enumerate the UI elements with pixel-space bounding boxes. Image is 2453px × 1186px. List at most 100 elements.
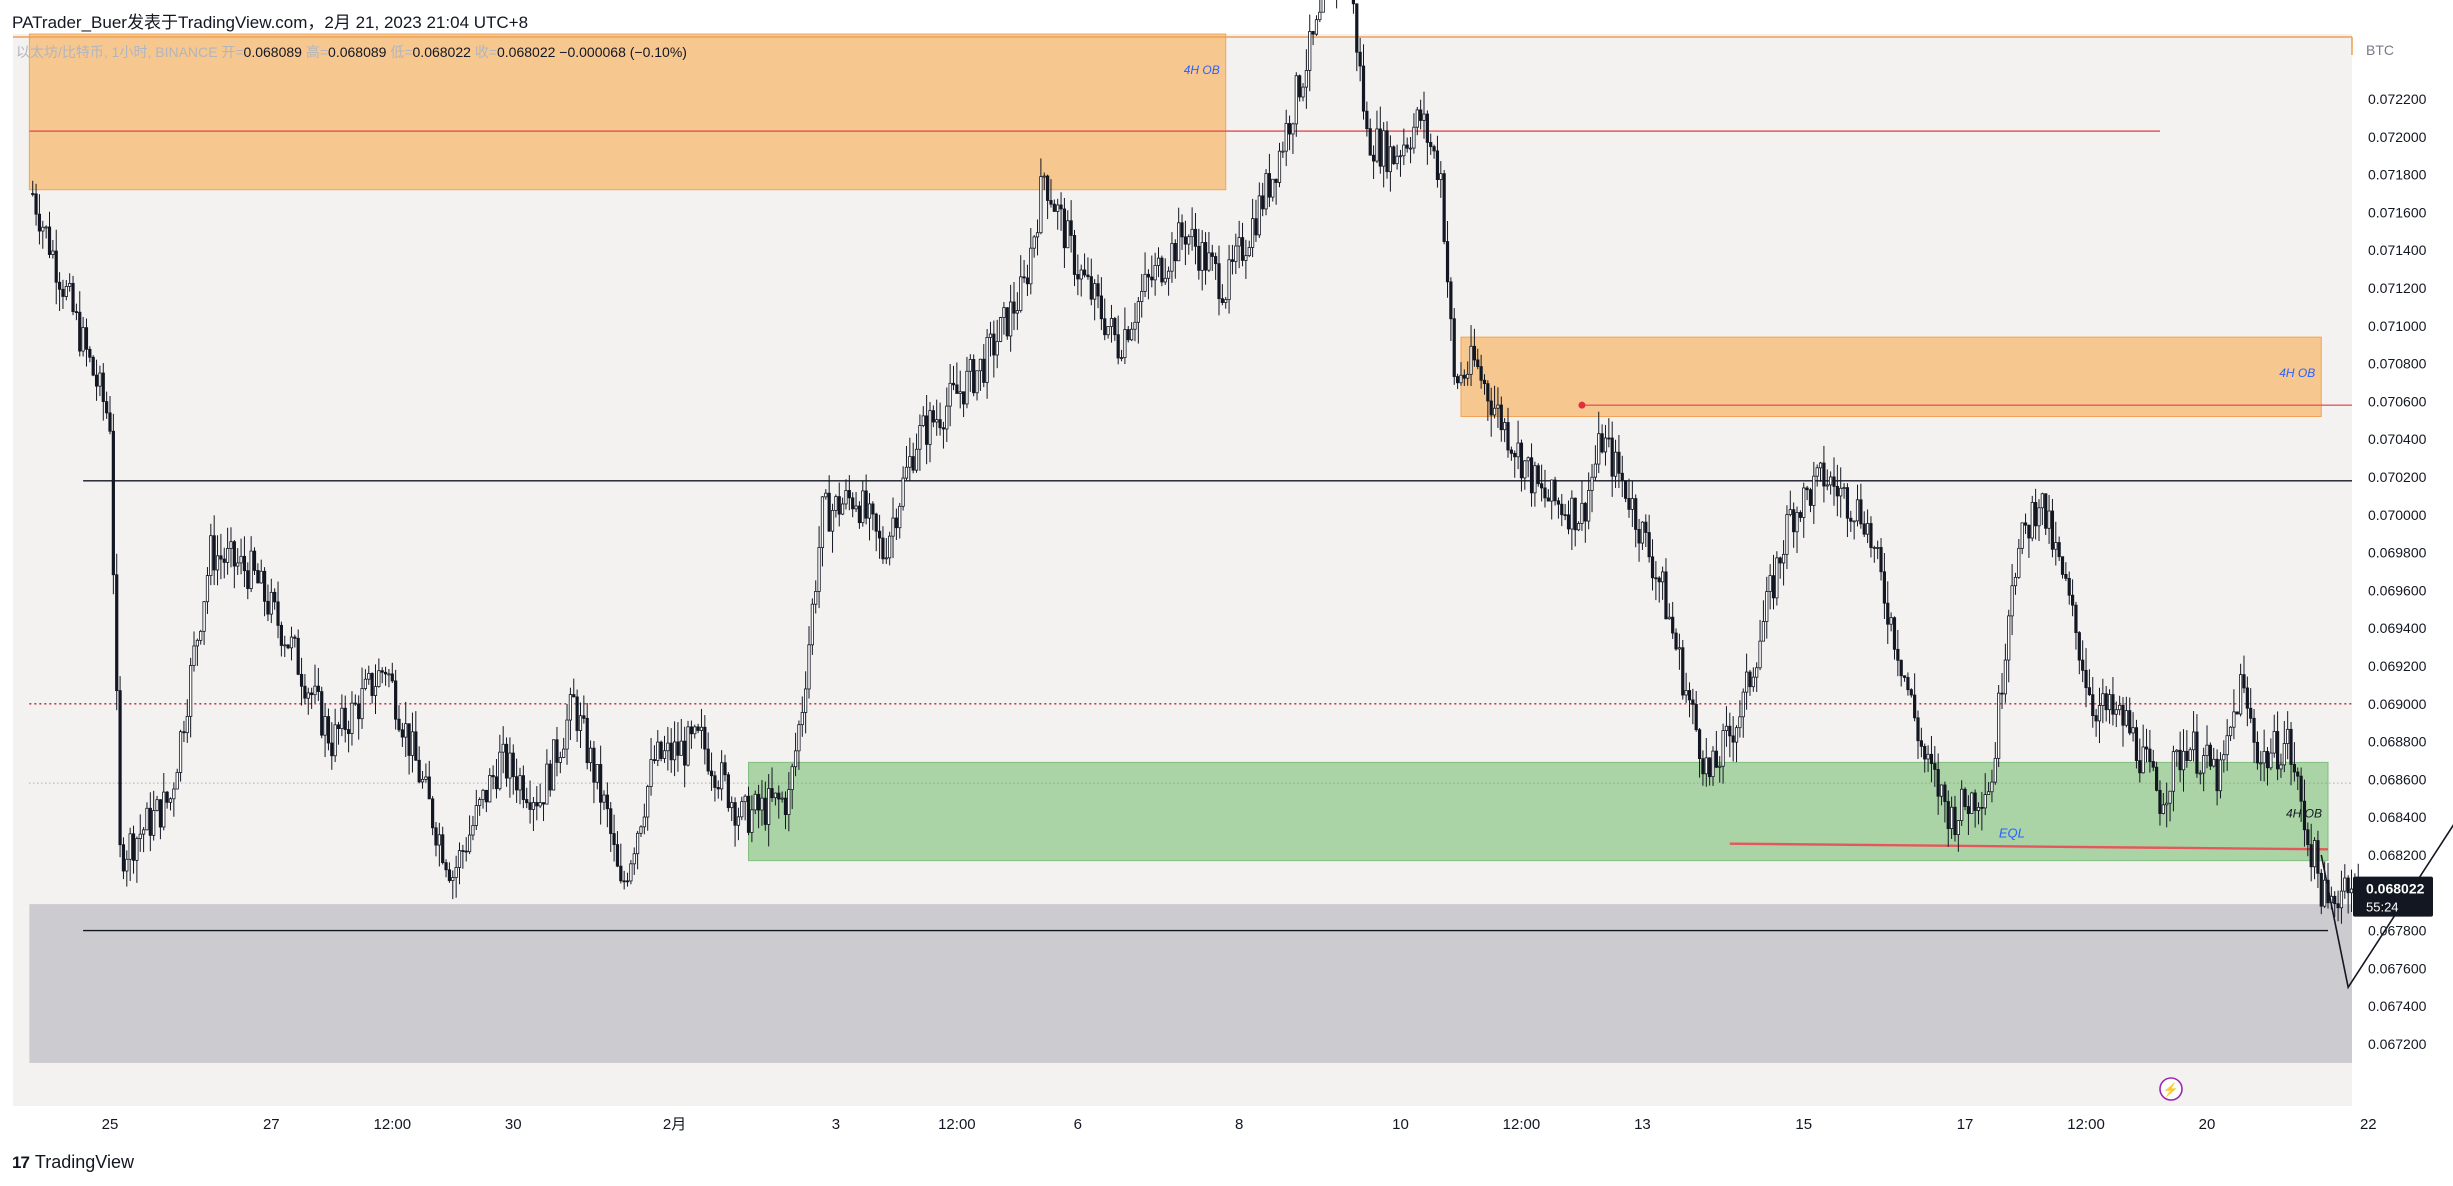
price-tick-label: 0.071600	[2368, 204, 2427, 220]
candle-body	[1472, 345, 1477, 361]
candle-body	[1795, 512, 1799, 533]
candle-body	[1183, 236, 1187, 245]
candle-body	[478, 799, 482, 806]
candle-body	[1079, 269, 1083, 280]
candle-body	[1166, 270, 1171, 279]
candle-body	[1388, 146, 1392, 173]
candle-body	[888, 535, 892, 559]
candle-body	[1913, 694, 1917, 719]
candle-body	[209, 535, 213, 576]
candle-body	[2064, 574, 2068, 579]
candle-body	[333, 724, 337, 757]
candle-body	[373, 686, 378, 696]
candle-body	[1230, 259, 1235, 262]
candle-body	[1560, 503, 1564, 516]
candle-body	[2118, 704, 2122, 711]
candle-body	[669, 742, 673, 761]
candle-body	[1009, 301, 1013, 337]
candle-body	[370, 673, 374, 696]
candle-body	[1950, 806, 1954, 829]
candle-body	[1395, 155, 1399, 165]
candle-body	[2215, 758, 2219, 792]
candle-body	[1456, 376, 1460, 384]
candle-body	[1704, 757, 1708, 775]
candle-body	[568, 694, 573, 721]
candle-body	[982, 358, 986, 383]
candle-body	[145, 807, 149, 831]
candles-group	[31, 0, 2360, 924]
candle-body	[1136, 301, 1140, 323]
candle-body	[1781, 553, 1786, 564]
candle-body	[807, 644, 811, 690]
candle-body	[219, 555, 223, 560]
level-anchor-dot	[1578, 401, 1586, 409]
candle-body	[1469, 345, 1473, 375]
candle-body	[1768, 575, 1772, 592]
candle-body	[205, 575, 210, 603]
time-tick-label: 25	[102, 1116, 119, 1133]
candle-body	[1862, 523, 1866, 535]
candle-body	[390, 673, 394, 682]
candle-body	[1765, 591, 1769, 622]
price-axis[interactable]	[2353, 34, 2453, 1106]
candle-body	[101, 372, 105, 402]
candle-body	[2178, 749, 2182, 771]
candle-body	[531, 802, 536, 810]
price-tick-label: 0.072200	[2368, 91, 2427, 107]
candle-body	[1170, 243, 1174, 272]
price-tick-label: 0.067400	[2368, 998, 2427, 1014]
legend-low-value: 0.068022	[412, 44, 471, 60]
candle-body	[1277, 150, 1282, 183]
candle-body	[1650, 556, 1655, 579]
candle-body	[1267, 173, 1272, 198]
candle-body	[175, 772, 179, 790]
candle-body	[1993, 757, 1997, 783]
candle-body	[1408, 147, 1413, 150]
candle-body	[746, 795, 751, 833]
candle-body	[918, 425, 922, 450]
candle-body	[131, 833, 136, 861]
candle-body	[353, 702, 357, 705]
candle-body	[965, 370, 969, 405]
candle-body	[323, 716, 327, 736]
candle-body	[2094, 715, 2098, 722]
candle-body	[696, 726, 700, 731]
candle-body	[834, 496, 838, 511]
candle-body	[467, 834, 472, 853]
candle-body	[1933, 763, 1937, 770]
candle-body	[1802, 487, 1806, 518]
candle-body	[1923, 745, 1927, 760]
candle-body	[2128, 710, 2132, 734]
candle-body	[945, 405, 949, 430]
candle-body	[1644, 521, 1648, 533]
candle-body	[1960, 788, 1964, 821]
price-tick-label: 0.071400	[2368, 242, 2427, 258]
candle-body	[1358, 51, 1362, 67]
candle-body	[434, 827, 438, 846]
candle-body	[1385, 130, 1389, 173]
candle-body	[424, 776, 428, 780]
candle-body	[293, 636, 297, 639]
candle-body	[1271, 178, 1275, 198]
candle-body	[343, 707, 347, 730]
candle-body	[1304, 70, 1308, 88]
candle-body	[622, 880, 626, 883]
candle-body	[689, 726, 693, 735]
candle-body	[619, 865, 623, 882]
candle-body	[2339, 890, 2344, 909]
tradingview-brand[interactable]: 17 TradingView	[12, 1152, 134, 1173]
candle-body	[1808, 489, 1813, 506]
candle-body	[1761, 621, 1766, 642]
candle-body	[972, 359, 976, 394]
time-axis[interactable]	[13, 1106, 2352, 1146]
candle-body	[1661, 571, 1665, 583]
candle-body	[2084, 669, 2088, 689]
candle-body	[2030, 502, 2034, 539]
candle-body	[854, 505, 858, 510]
candle-body	[461, 850, 465, 852]
candle-body	[686, 726, 690, 766]
candle-body	[2269, 752, 2273, 769]
candle-body	[861, 490, 865, 524]
candle-body	[599, 764, 603, 803]
